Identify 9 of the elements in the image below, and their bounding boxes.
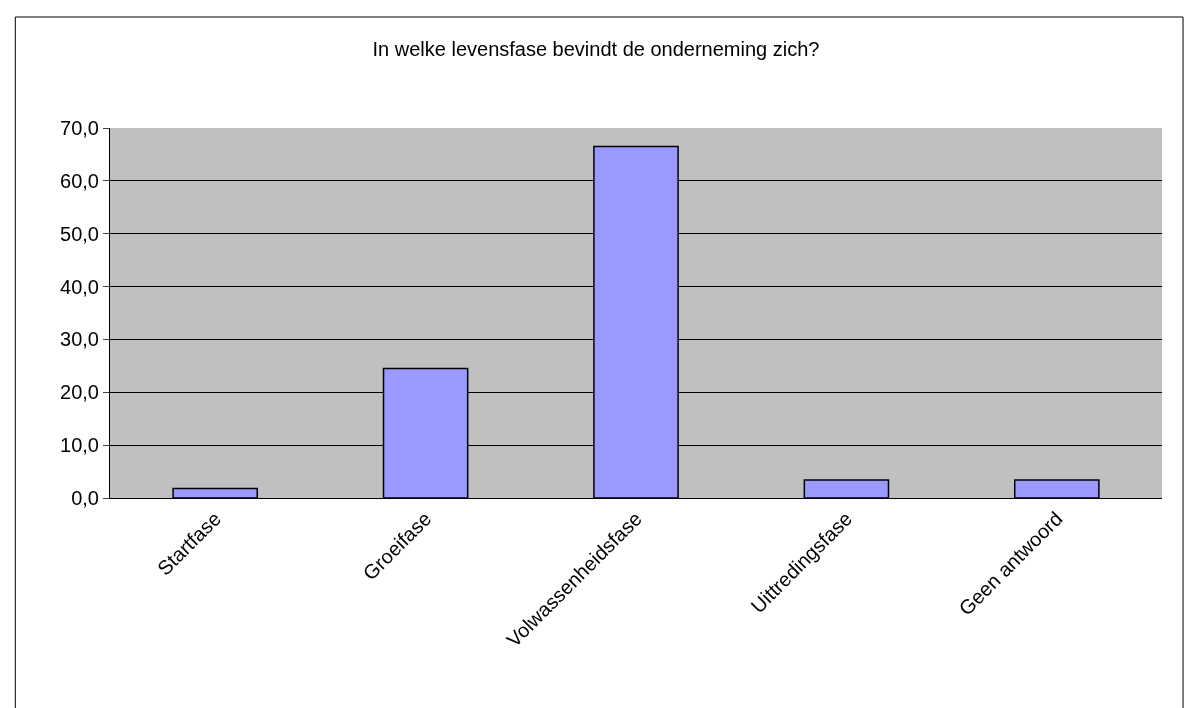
y-tick-label: 30,0 [60,328,99,351]
y-tick-label: 60,0 [60,169,99,192]
chart-title: In welke levensfase bevindt de onderneming zich? [372,38,820,61]
y-tick-label: 70,0 [60,117,99,139]
y-tick-label: 10,0 [60,434,99,457]
y-tick-label: 0,0 [71,487,99,509]
y-tick-label: 40,0 [60,275,99,298]
y-tick-label: 20,0 [60,381,99,404]
y-tick-label: 50,0 [60,222,99,245]
